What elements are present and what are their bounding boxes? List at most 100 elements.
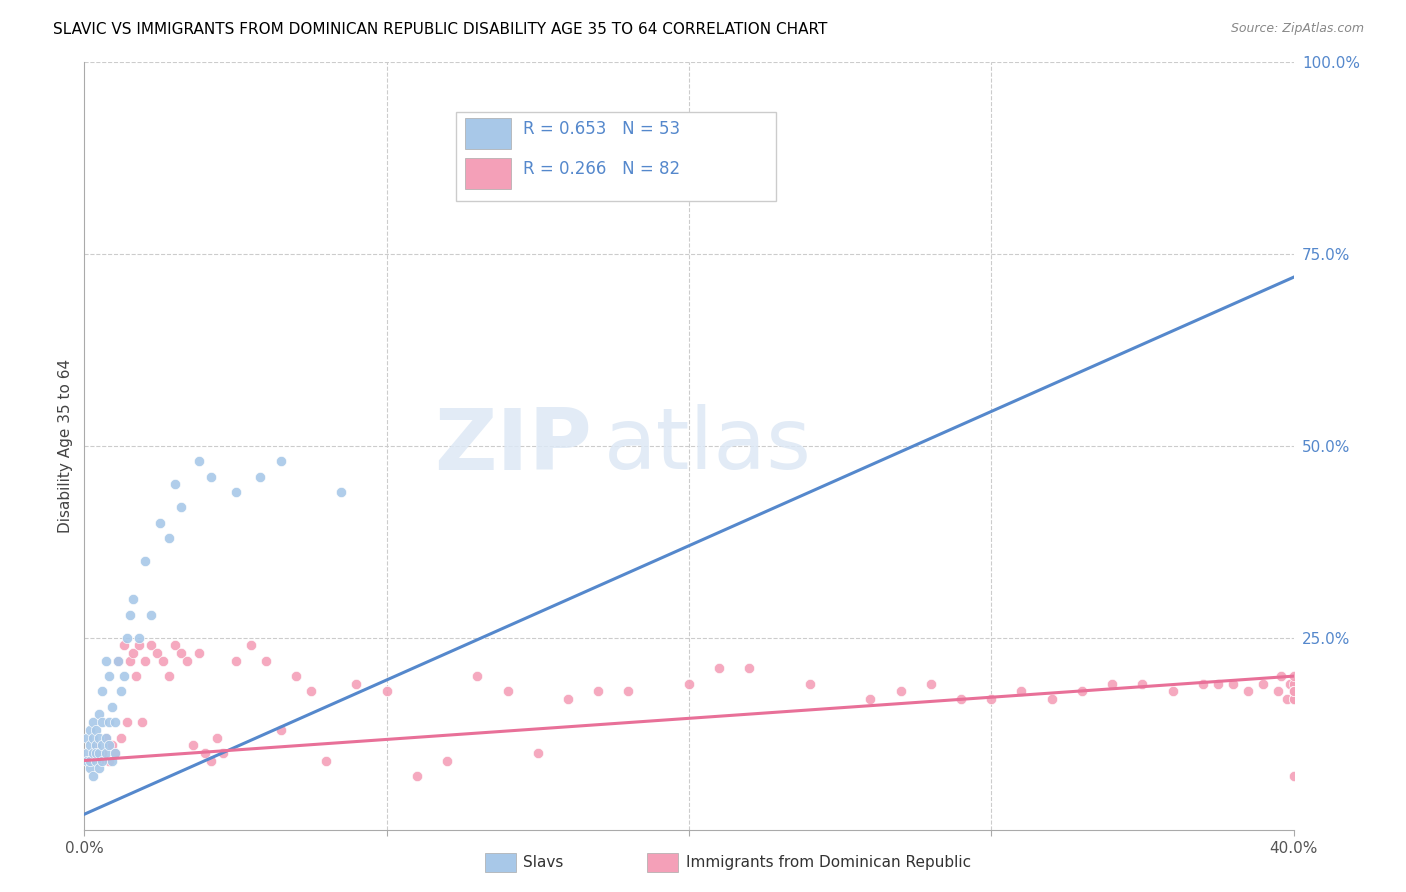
Point — [79, 754, 101, 768]
Point — [1282, 684, 1305, 698]
Point — [128, 631, 150, 645]
Point — [125, 669, 148, 683]
Point — [107, 654, 129, 668]
Point — [239, 639, 262, 653]
Point — [270, 723, 292, 737]
Point — [249, 469, 271, 483]
Point — [709, 661, 731, 675]
Point — [200, 469, 222, 483]
Point — [299, 684, 322, 698]
Point — [170, 500, 193, 515]
Point — [557, 692, 579, 706]
Point — [79, 754, 101, 768]
Text: Immigrants from Dominican Republic: Immigrants from Dominican Republic — [686, 855, 972, 870]
Point — [94, 731, 117, 745]
Text: R = 0.653   N = 53: R = 0.653 N = 53 — [523, 120, 681, 138]
Point — [86, 723, 108, 737]
Point — [79, 738, 101, 752]
Point — [91, 684, 114, 698]
Point — [82, 746, 104, 760]
Point — [110, 684, 132, 698]
Point — [527, 746, 550, 760]
Point — [1011, 684, 1033, 698]
Point — [212, 746, 235, 760]
Point — [1267, 684, 1289, 698]
Point — [1282, 684, 1305, 698]
Point — [270, 454, 292, 468]
Point — [1277, 692, 1299, 706]
Point — [1270, 669, 1292, 683]
Point — [496, 684, 519, 698]
Point — [1282, 684, 1305, 698]
Point — [799, 677, 821, 691]
Point — [91, 746, 114, 760]
Point — [1192, 677, 1215, 691]
Point — [602, 155, 624, 169]
Point — [890, 684, 912, 698]
Point — [104, 715, 127, 730]
Point — [1282, 684, 1305, 698]
Point — [194, 746, 217, 760]
Point — [315, 754, 337, 768]
Point — [1071, 684, 1094, 698]
Point — [146, 646, 169, 660]
Point — [100, 699, 122, 714]
Point — [89, 754, 111, 768]
Point — [170, 646, 193, 660]
Point — [980, 692, 1002, 706]
Point — [1237, 684, 1260, 698]
Point — [121, 646, 143, 660]
Point — [100, 738, 122, 752]
Point — [225, 485, 247, 500]
Point — [107, 654, 129, 668]
Point — [165, 639, 187, 653]
Point — [859, 692, 882, 706]
Point — [165, 477, 187, 491]
Point — [1282, 677, 1305, 691]
Point — [115, 631, 138, 645]
Point — [112, 669, 135, 683]
Point — [97, 738, 120, 752]
Point — [254, 654, 277, 668]
Point — [157, 531, 180, 545]
Point — [1282, 769, 1305, 783]
Point — [617, 684, 640, 698]
Point — [97, 669, 120, 683]
Point — [200, 754, 222, 768]
Point — [1206, 677, 1229, 691]
Point — [920, 677, 942, 691]
Y-axis label: Disability Age 35 to 64: Disability Age 35 to 64 — [58, 359, 73, 533]
Point — [97, 715, 120, 730]
Point — [76, 731, 98, 745]
Point — [436, 754, 458, 768]
Point — [330, 485, 353, 500]
Point — [94, 731, 117, 745]
Text: SLAVIC VS IMMIGRANTS FROM DOMINICAN REPUBLIC DISABILITY AGE 35 TO 64 CORRELATION: SLAVIC VS IMMIGRANTS FROM DOMINICAN REPU… — [53, 22, 828, 37]
Point — [100, 754, 122, 768]
Point — [97, 754, 120, 768]
Point — [86, 738, 108, 752]
Point — [76, 746, 98, 760]
Point — [104, 746, 127, 760]
Point — [82, 769, 104, 783]
Point — [112, 639, 135, 653]
Text: atlas: atlas — [605, 404, 813, 488]
Point — [950, 692, 973, 706]
Point — [1101, 677, 1123, 691]
Point — [149, 516, 172, 530]
Point — [79, 723, 101, 737]
Point — [188, 646, 211, 660]
Point — [738, 661, 761, 675]
Point — [118, 607, 141, 622]
FancyBboxPatch shape — [456, 112, 776, 201]
Point — [346, 677, 368, 691]
Point — [82, 731, 104, 745]
Point — [94, 746, 117, 760]
Point — [207, 731, 229, 745]
Point — [115, 715, 138, 730]
Point — [1130, 677, 1153, 691]
Point — [134, 654, 156, 668]
Point — [79, 761, 101, 775]
Point — [176, 654, 198, 668]
Point — [157, 669, 180, 683]
